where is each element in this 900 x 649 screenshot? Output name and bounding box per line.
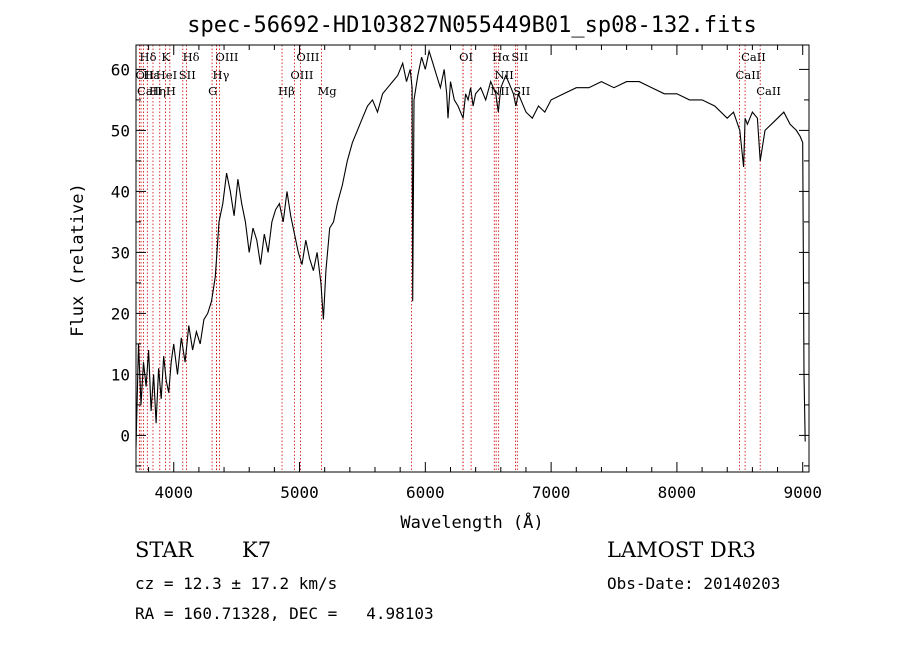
spectral-line-label: SII	[511, 50, 528, 64]
object-subclass: K7	[242, 538, 272, 562]
spectral-line-label: OIII	[296, 50, 319, 64]
x-tick-label: 9000	[783, 483, 822, 502]
spectral-line-label: Hγ	[213, 68, 230, 82]
x-tick-label: 7000	[532, 483, 571, 502]
spectral-line-label: Hδ	[183, 50, 200, 64]
spectral-line-label: OIII	[215, 50, 238, 64]
y-tick-label: 40	[111, 182, 130, 201]
spectral-line-label: NII	[495, 68, 514, 82]
y-tick-label: 60	[111, 60, 130, 79]
spectral-line-label: H	[166, 84, 176, 98]
y-tick-label: 30	[111, 243, 130, 262]
coordinates-text: RA = 160.71328, DEC = 4.98103	[135, 604, 434, 623]
y-axis-label: Flux (relative)	[68, 183, 88, 337]
spectral-line-label: Hα	[492, 50, 510, 64]
chart-title: spec-56692-HD103827N055449B01_sp08-132.f…	[187, 13, 757, 38]
y-axis: 0 10 20 30 40 50 60	[111, 60, 809, 467]
spectral-line-label: OII	[136, 68, 155, 82]
spectral-line-label: G	[208, 84, 217, 98]
y-tick-label: 50	[111, 121, 130, 140]
spectrum-series	[135, 48, 806, 448]
spectral-line-label: Hη	[149, 84, 166, 98]
spectral-line-label: SII	[179, 68, 196, 82]
spectral-line-label: Hε	[143, 68, 159, 82]
x-tick-label: 4000	[154, 483, 193, 502]
spectral-line-label: K	[161, 50, 170, 64]
spectral-line-label: OIII	[290, 68, 313, 82]
spectral-line-label: CaII	[736, 68, 761, 82]
x-tick-label: 8000	[658, 483, 697, 502]
spectral-line-label: NII	[490, 84, 509, 98]
x-tick-label: 6000	[406, 483, 445, 502]
observation-date: Obs-Date: 20140203	[607, 574, 781, 593]
y-tick-label: 0	[120, 426, 130, 445]
survey-name: LAMOST DR3	[607, 538, 756, 562]
x-tick-label: 5000	[280, 483, 319, 502]
y-tick-label: 20	[111, 304, 130, 323]
redshift-text: cz = 12.3 ± 17.2 km/s	[135, 574, 338, 593]
spectral-line-label: Mg	[318, 84, 338, 98]
spectral-line-label: Hδ	[140, 50, 157, 64]
spectral-line-label: SII	[513, 84, 530, 98]
spectral-line-label: Hβ	[278, 84, 295, 98]
spectral-line-label: CaII	[137, 84, 162, 98]
y-tick-label: 10	[111, 365, 130, 384]
spectral-line-label: CaII	[741, 50, 766, 64]
spectral-line-label: OI	[459, 50, 473, 64]
spectral-line-label: HeI	[156, 68, 177, 82]
spectral-line-label: CaII	[756, 84, 781, 98]
plot-frame	[135, 44, 810, 473]
x-axis: 4000 5000 6000 7000 8000 9000	[148, 45, 822, 502]
x-axis-label: Wavelength (Å)	[400, 511, 543, 533]
object-class: STAR	[135, 538, 194, 562]
